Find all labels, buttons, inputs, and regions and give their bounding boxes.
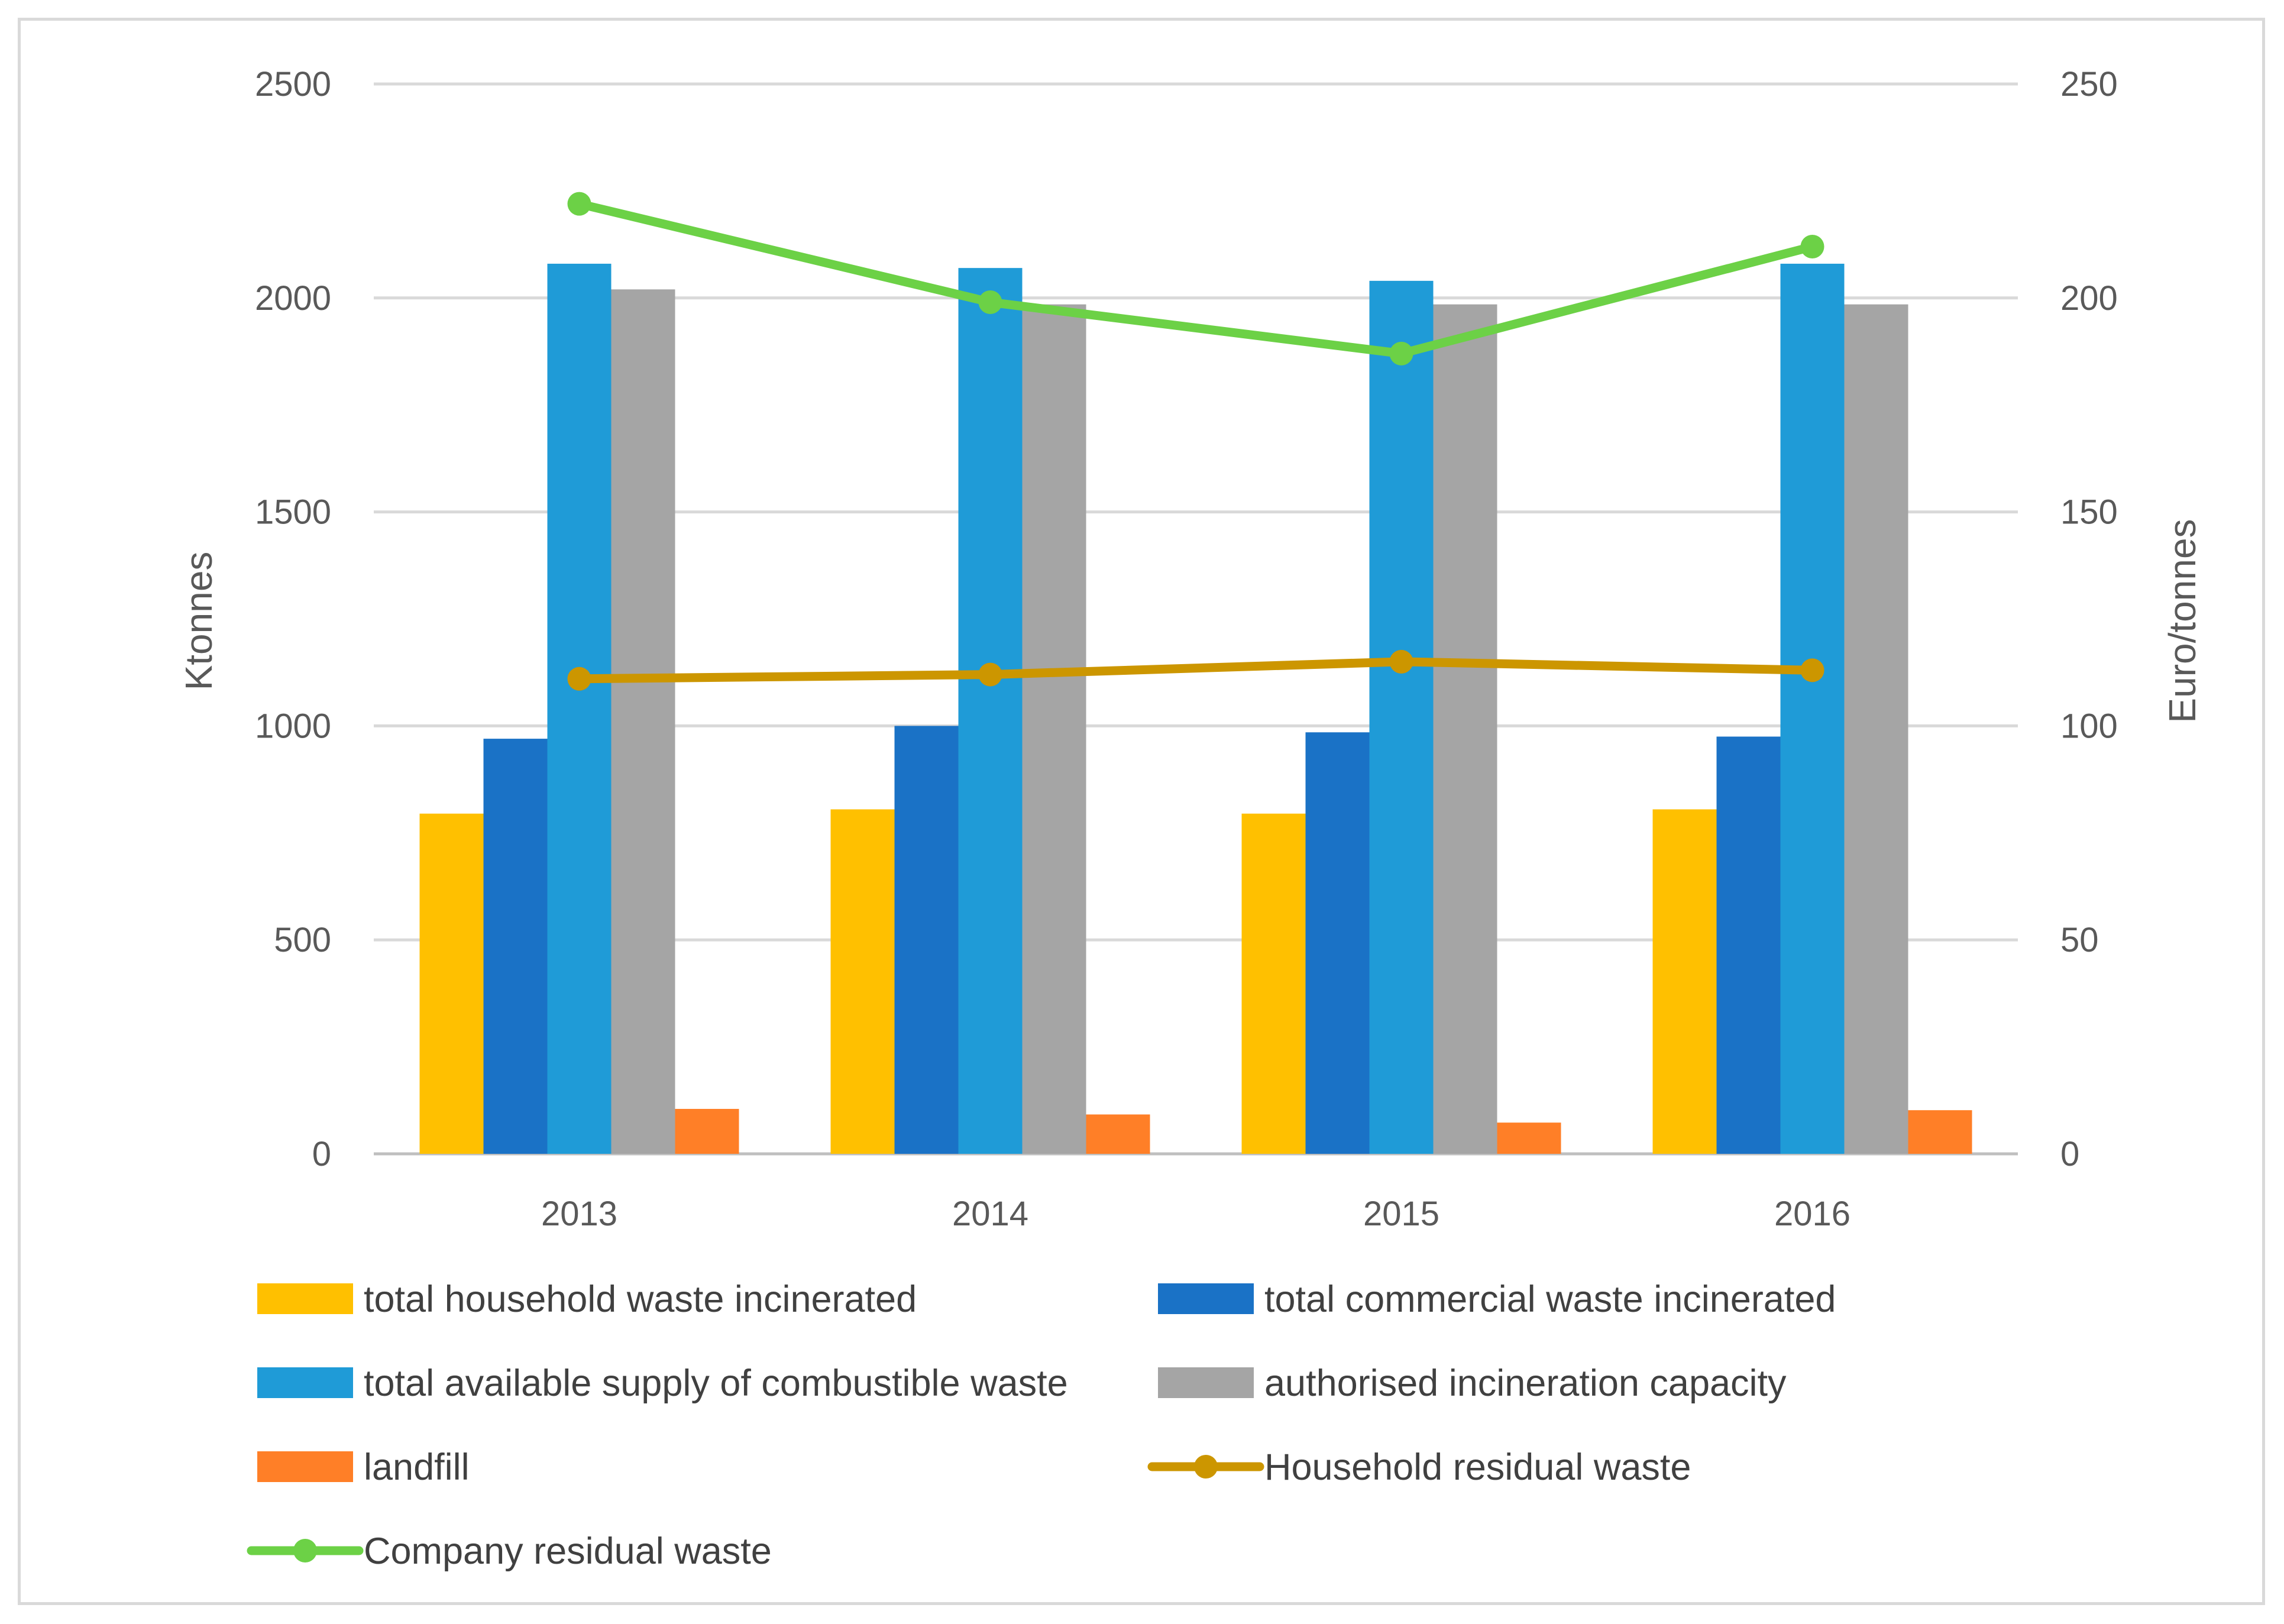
y2-tick-label: 200 [2060, 279, 2118, 318]
left-axis-title: Ktonnes [177, 552, 220, 691]
x-tick-label: 2015 [1363, 1195, 1439, 1233]
y2-tick-label: 0 [2060, 1135, 2079, 1173]
y2-tick-label: 150 [2060, 493, 2118, 532]
y-tick-label: 500 [274, 921, 331, 959]
legend-marker [1194, 1455, 1218, 1479]
y2-tick-label: 250 [2060, 65, 2118, 103]
bar [958, 268, 1023, 1154]
y-tick-label: 2500 [255, 65, 331, 103]
series-line [575, 657, 1817, 684]
bar [894, 726, 959, 1154]
legend-label: authorised incineration capacity [1264, 1363, 1787, 1404]
bar [419, 813, 484, 1154]
line-point [567, 192, 591, 216]
bar [675, 1109, 739, 1154]
bar [1844, 304, 1908, 1154]
bar [1369, 280, 1434, 1154]
y-tick-label: 1500 [255, 493, 331, 532]
x-tick-label: 2016 [1774, 1195, 1851, 1233]
line-point [567, 667, 591, 691]
bar [1497, 1122, 1561, 1154]
bar [611, 289, 675, 1154]
y2-tick-label: 50 [2060, 921, 2099, 959]
legend-label: total commercial waste incinerated [1264, 1279, 1836, 1320]
bar [1022, 304, 1086, 1154]
y-tick-label: 0 [312, 1135, 331, 1173]
y-tick-label: 1000 [255, 707, 331, 745]
chart-frame [18, 18, 2265, 1605]
legend-swatch [257, 1283, 353, 1314]
bar [483, 739, 548, 1154]
line-point [1389, 649, 1413, 674]
line-point [978, 290, 1002, 315]
x-tick-label: 2014 [952, 1195, 1028, 1233]
line-point [1800, 658, 1824, 682]
y2-tick-label: 100 [2060, 707, 2118, 745]
line-point [1389, 341, 1413, 365]
bar [830, 809, 895, 1154]
bar [1716, 736, 1781, 1154]
bar [1305, 732, 1370, 1154]
bar [1652, 809, 1717, 1154]
x-tick-label: 2013 [541, 1195, 617, 1233]
legend-label: landfill [364, 1447, 470, 1488]
y-tick-label: 2000 [255, 279, 331, 318]
legend-label: Household residual waste [1264, 1447, 1691, 1488]
legend-label: total household waste incinerated [364, 1279, 917, 1320]
bar [1241, 813, 1306, 1154]
bar [1433, 304, 1497, 1154]
line-point [1800, 234, 1824, 258]
legend-marker [293, 1539, 317, 1562]
left-axis-ticks: 0 500 1000 1500 2000 2500 [255, 65, 331, 1173]
legend-swatch [257, 1367, 353, 1398]
series-line [575, 199, 1817, 358]
right-axis-title: Euro/tonnes [2161, 519, 2204, 723]
legend-label: Company residual waste [364, 1531, 772, 1572]
bars [419, 263, 1972, 1154]
bar [1086, 1114, 1150, 1154]
bar [1908, 1110, 1972, 1154]
bar [1780, 263, 1845, 1154]
x-axis-ticks: 2013 2014 2015 2016 [541, 1195, 1851, 1233]
line-point [978, 662, 1002, 687]
bar [547, 263, 612, 1154]
legend-swatch [1158, 1367, 1254, 1398]
legend-swatch [1158, 1283, 1254, 1314]
right-axis-ticks: 0 50 100 150 200 250 [2060, 65, 2118, 1173]
legend: total household waste incinerated total c… [247, 1279, 1836, 1572]
legend-swatch [257, 1451, 353, 1482]
series-lines [567, 192, 1824, 691]
legend-label: total available supply of combustible wa… [364, 1363, 1068, 1404]
